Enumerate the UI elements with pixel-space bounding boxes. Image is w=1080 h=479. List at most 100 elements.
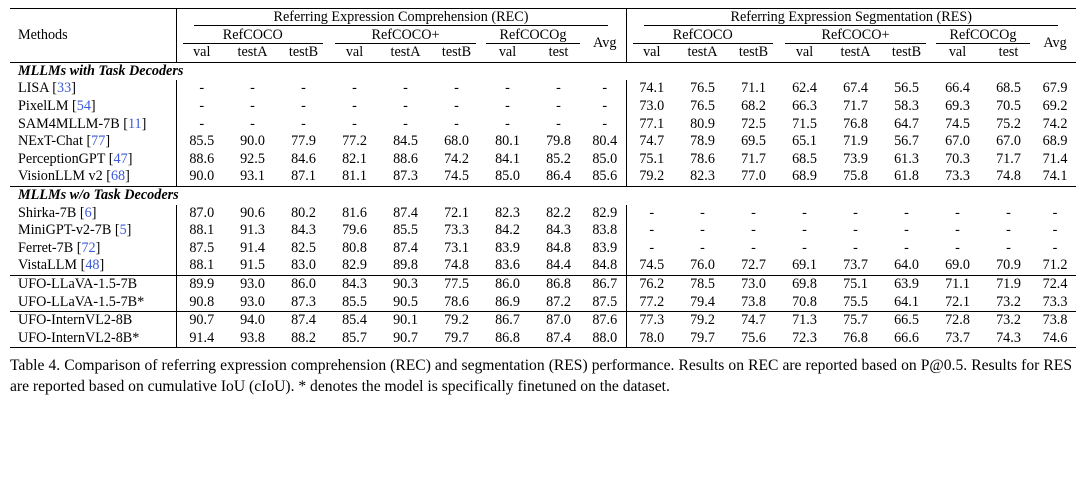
res-value: 70.5	[996, 97, 1021, 114]
res-value: 74.1	[1042, 168, 1068, 185]
res-value: 74.1	[639, 80, 665, 97]
res-value: 77.1	[639, 115, 665, 132]
citation-link[interactable]: 5	[119, 222, 127, 239]
rec-value: 82.9	[584, 204, 627, 223]
res-value: -	[1006, 204, 1011, 221]
method-name: PixelLM [54]	[10, 97, 177, 116]
citation-link[interactable]: 47	[113, 150, 128, 167]
res-value: 71.9	[983, 274, 1034, 294]
res-value: -	[751, 204, 756, 221]
split-header: val	[193, 44, 211, 61]
res-avg-header: Avg	[1043, 35, 1067, 52]
rec-value: 85.5	[393, 222, 418, 239]
rec-value: 83.9	[584, 239, 627, 258]
rec-value: 86.8	[533, 274, 584, 294]
rec-value: -	[250, 80, 255, 97]
rec-value: 93.0	[240, 293, 265, 310]
rec-value: 84.6	[291, 150, 316, 167]
rec-refcocoplus-header: RefCOCO+	[329, 27, 482, 45]
rec-avg-header: Avg	[584, 26, 627, 63]
rec-value: 74.2	[444, 150, 469, 167]
res-value: 73.9	[843, 150, 868, 167]
method-label: VistaLLM	[18, 257, 78, 274]
rec-value: 93.1	[240, 168, 265, 185]
res-value: 66.4	[945, 80, 970, 97]
rec-value: 87.4	[393, 239, 418, 256]
citation-link[interactable]: 33	[57, 80, 72, 97]
res-value: 73.7	[932, 329, 983, 349]
citation-link[interactable]: 11	[127, 115, 142, 132]
method-name: VisionLLM v2 [68]	[10, 168, 177, 187]
res-value: 78.9	[690, 133, 715, 150]
res-value: -	[955, 222, 960, 239]
rec-value: 73.1	[444, 239, 469, 256]
table-row: MiniGPT-v2-7B [5] 88.1 91.3 84.3 79.6 85.5 73.…	[10, 222, 1076, 240]
res-value: 75.6	[728, 329, 779, 349]
res-value: 74.6	[1034, 329, 1077, 349]
split-header: testA	[840, 44, 871, 61]
res-value: -	[1052, 239, 1058, 256]
rec-value: 87.2	[546, 293, 571, 310]
rec-value: 90.5	[393, 293, 418, 310]
rec-value: 85.5	[342, 293, 367, 310]
rec-value: 84.3	[546, 222, 571, 239]
res-value: 75.7	[830, 311, 881, 330]
res-value: -	[955, 204, 960, 221]
table-caption: Table 4. Comparison of referring express…	[10, 357, 1072, 396]
split-header: testB	[288, 44, 319, 61]
res-value: 62.4	[792, 80, 817, 97]
res-value: -	[904, 239, 909, 256]
table-row: SAM4MLLM-7B [11] - - - - - - - - -77.1 80.9 72.5 71.…	[10, 115, 1076, 134]
rec-value: 87.0	[189, 204, 215, 221]
rec-value: 79.2	[431, 311, 482, 330]
rec-value: 87.4	[278, 311, 329, 330]
res-value: 70.3	[945, 150, 970, 167]
rec-value: 88.0	[584, 329, 627, 349]
res-value: 79.2	[677, 311, 728, 330]
rec-value: 91.4	[176, 329, 227, 349]
res-value: 75.2	[996, 115, 1021, 132]
rec-value: 73.3	[444, 222, 469, 239]
method-name: VistaLLM [48]	[10, 257, 177, 276]
citation-link[interactable]: 6	[84, 204, 92, 221]
rec-value: 87.4	[393, 204, 418, 221]
method-label: SAM4MLLM-7B	[18, 115, 120, 132]
res-value: -	[700, 222, 705, 239]
method-name: SAM4MLLM-7B [11]	[10, 115, 177, 134]
citation-link[interactable]: 54	[76, 97, 91, 114]
rec-value: -	[403, 115, 408, 132]
rec-value: 83.6	[495, 257, 520, 274]
rec-value: -	[584, 97, 627, 116]
citation-link[interactable]: 77	[91, 133, 106, 150]
res-refcocoplus-header: RefCOCO+	[779, 27, 932, 45]
method-name: LISA [33]	[10, 80, 177, 98]
rec-value: 89.8	[393, 257, 418, 274]
res-value: 71.9	[843, 133, 868, 150]
res-value: -	[802, 222, 807, 239]
method-label: PixelLM	[18, 97, 69, 114]
res-value: 73.0	[728, 274, 779, 294]
rec-value: -	[584, 80, 627, 98]
split-header: val	[643, 44, 661, 61]
citation-link[interactable]: 48	[85, 257, 100, 274]
table-row: PerceptionGPT [47] 88.6 92.5 84.6 82.1 88.6 74…	[10, 150, 1076, 169]
res-value: 78.5	[677, 274, 728, 294]
rec-value: 87.0	[533, 311, 584, 330]
res-value: 78.6	[690, 150, 715, 167]
rec-value: 85.5	[189, 133, 215, 150]
res-value: 76.0	[690, 257, 715, 274]
rec-value: 82.2	[546, 204, 571, 221]
citation-link[interactable]: 68	[110, 168, 126, 185]
split-header: testA	[237, 44, 268, 61]
res-value: 76.2	[626, 274, 677, 294]
citation-link[interactable]: 72	[81, 239, 96, 256]
rec-value: 88.1	[189, 222, 215, 239]
rec-value: -	[454, 80, 459, 97]
rec-value: 84.3	[291, 222, 316, 239]
rec-value: -	[403, 97, 408, 114]
res-value: 71.7	[741, 150, 766, 167]
res-value: -	[700, 204, 705, 221]
rec-value: 87.1	[291, 168, 316, 185]
res-value: 64.0	[894, 257, 919, 274]
group-title: MLLMs with Task Decoders	[10, 61, 1077, 81]
